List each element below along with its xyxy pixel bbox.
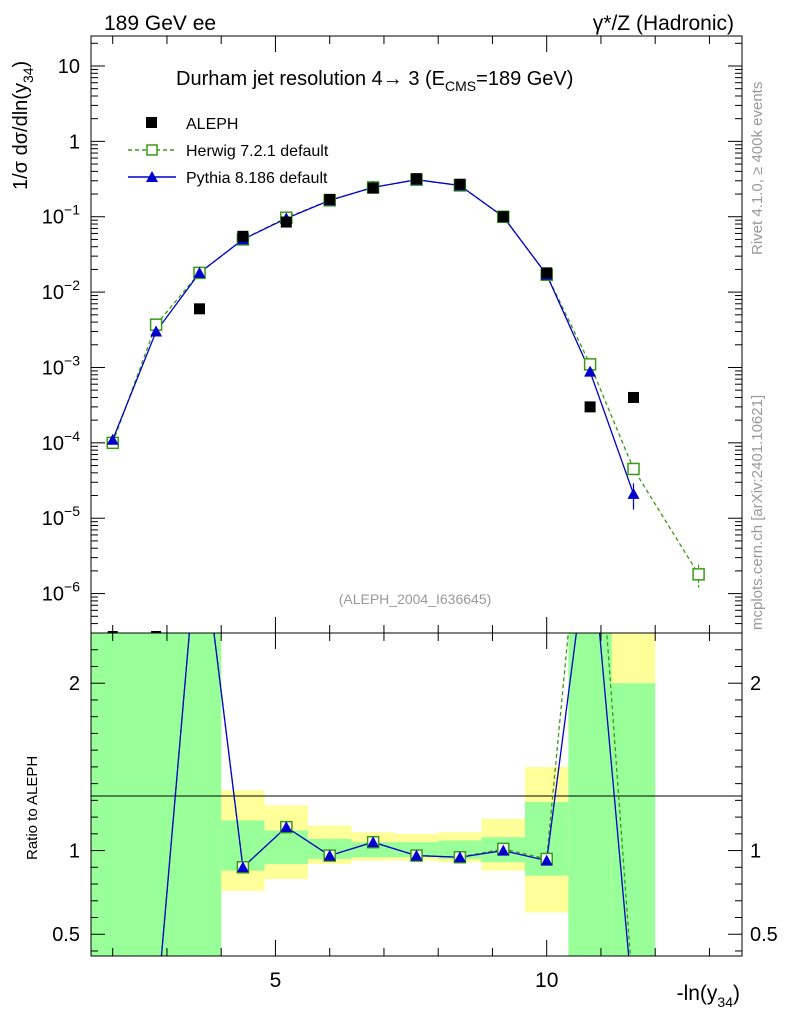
legend-label-herwig: Herwig 7.2.1 default [186,143,329,160]
pythia-ratio-point [540,854,553,866]
pythia-ratio-point [497,844,510,856]
main-panel: 10 1 10−1 10−2 10−3 10−4 10−5 10−6 Durham jet r… [10,35,743,634]
pythia-point [627,487,640,499]
pythia-point [584,365,597,377]
aleph-point [584,401,596,413]
aleph-point [194,303,205,315]
aleph-point [280,216,292,228]
ratio-band-green [308,838,352,859]
herwig-point [692,568,705,581]
aleph-point [541,267,553,279]
ratio-y-tick-label-right: 2 [750,673,761,695]
x-tick-label: 10 [535,969,558,992]
y-tick-label: 10−6 [42,579,80,606]
herwig-point [627,462,640,476]
ratio-x-label: -ln(y34) [677,982,740,1010]
aleph-point [237,230,249,242]
legend-label-aleph: ALEPH [186,116,238,133]
aleph-point [367,182,379,194]
mcplots-label: mcplots.cern.ch [arXiv:2401.10621] [749,395,766,630]
ratio-frame [90,632,743,957]
ratio-band-green [611,683,656,956]
header-right: γ*/Z (Hadronic) [593,12,734,35]
ratio-y-tick-label-left: 0.5 [52,924,80,946]
pythia-ratio-point [453,851,466,863]
aleph-point [324,193,336,205]
aleph-point [497,211,509,223]
pythia-ratio-point [236,861,249,873]
ratio-band-green [264,830,308,864]
y-tick-label: 10−4 [42,428,80,455]
ratio-band-green [438,840,482,859]
ratio-y-label: Ratio to ALEPH [24,756,41,860]
ratio-band-green [568,633,612,956]
ratio-y-tick-label-right: 0.5 [750,924,778,946]
main-y-axis: 10 1 10−1 10−2 10−3 10−4 10−5 10−6 [42,42,742,634]
y-tick-label: 10−3 [42,352,80,379]
rivet-label: Rivet 4.1.0, ≥ 400k events [749,82,766,255]
main-x-axis [112,36,710,633]
main-series-layer [106,173,705,633]
pythia-point [150,325,163,337]
pythia-ratio-point [410,849,423,861]
legend-label-pythia: Pythia 8.186 default [186,170,328,187]
ratio-y-axis: 0.5 0.5 1 1 2 2 [52,649,778,952]
pythia-point [106,433,119,445]
aleph-point [628,391,639,403]
y-tick-label: 10−2 [42,277,80,304]
main-y-label: 1/σ dσ/dln(y34) [10,61,36,190]
pythia-line [112,179,635,495]
ratio-panel: 0.5 0.5 1 1 2 2 5 10 Ratio to ALEPH -ln(y34) [24,632,778,1010]
aleph-point [411,173,422,185]
header-left: 189 GeV ee [104,12,216,35]
pythia-ratio-point [323,849,336,861]
ratio-band-green [91,633,222,956]
plot-title: Durham jet resolution 4→ 3 (ECMS=189 GeV… [176,68,573,94]
y-tick-label: 10−5 [42,503,80,530]
y-tick-label: 1 [69,131,80,153]
herwig-line [112,179,700,575]
aleph-point-offscale [107,631,118,633]
legend: ALEPH Herwig 7.2.1 default Pythia 8.186 … [128,116,329,187]
legend-marker-aleph [146,117,157,128]
ratio-y-tick-label-left: 2 [69,673,80,695]
y-tick-label: 10−1 [42,202,80,229]
aleph-point-offscale [151,631,162,633]
ratio-y-tick-label-right: 1 [750,841,761,863]
pythia-ratio-point [367,836,380,848]
y-tick-label: 10 [58,56,80,78]
legend-marker-pythia [146,171,158,182]
ratio-series-layer [160,633,631,956]
ratio-bands-layer [91,633,656,956]
aleph-point [454,178,466,190]
pythia-ratio-point [280,821,293,833]
ratio-x-axis: 5 10 [112,633,710,992]
ratio-y-tick-label-left: 1 [69,841,80,863]
x-tick-label: 5 [270,969,282,992]
watermark: (ALEPH_2004_I636645) [339,591,492,607]
legend-marker-herwig [146,144,158,156]
pythia-point [193,266,206,278]
